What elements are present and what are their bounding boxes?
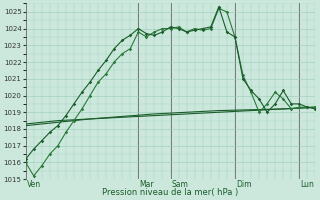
Text: Sam: Sam [172, 180, 188, 189]
Text: Dim: Dim [236, 180, 252, 189]
X-axis label: Pression niveau de la mer( hPa ): Pression niveau de la mer( hPa ) [102, 188, 239, 197]
Text: Lun: Lun [300, 180, 314, 189]
Text: Ven: Ven [27, 180, 41, 189]
Text: Mar: Mar [140, 180, 154, 189]
